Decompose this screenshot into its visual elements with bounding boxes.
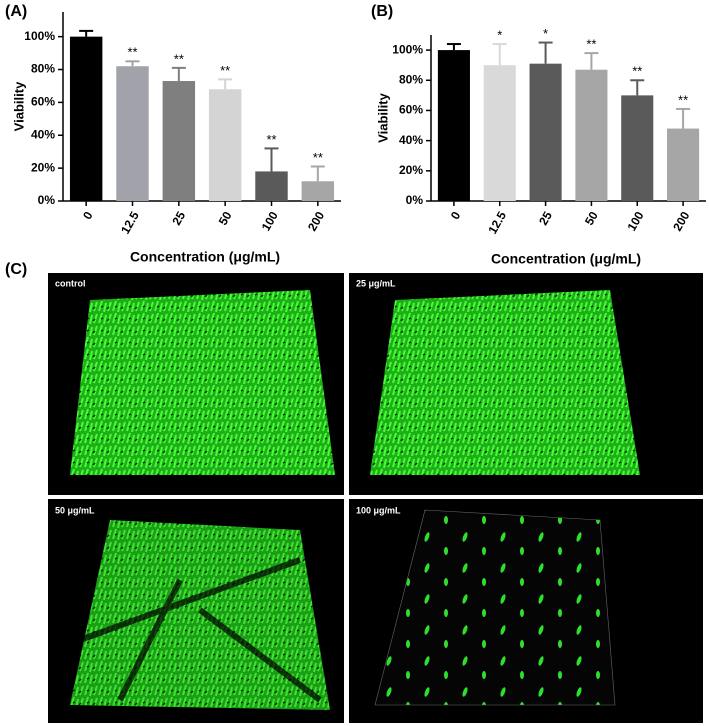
y-tick-label: 60% — [399, 103, 423, 117]
significance: ** — [632, 64, 642, 79]
significance: ** — [678, 92, 688, 107]
panel-label: (A) — [5, 3, 27, 20]
x-tick-label: 100 — [259, 209, 281, 234]
panel-label: (B) — [371, 3, 393, 20]
bar — [483, 65, 516, 201]
significance: * — [497, 27, 502, 42]
y-tick-label: 40% — [31, 127, 55, 141]
biofilm — [370, 290, 640, 475]
y-axis-label: Viability — [11, 81, 26, 131]
panel-c — [48, 273, 703, 723]
bar — [116, 66, 149, 202]
x-tick-label: 12.5 — [118, 209, 142, 237]
x-tick-label: 50 — [216, 209, 235, 228]
bar — [301, 181, 335, 201]
bar — [575, 69, 608, 201]
x-tick-label: 50 — [582, 209, 601, 228]
image-label: 50 μg/mL — [55, 505, 95, 515]
image-label: 100 μg/mL — [356, 505, 401, 515]
bar — [162, 81, 196, 201]
y-tick-label: 40% — [399, 133, 423, 147]
y-tick-label: 20% — [31, 160, 55, 174]
y-tick-label: 80% — [399, 72, 423, 86]
x-tick-label: 0 — [80, 209, 96, 222]
x-axis-label: Concentration (μg/mL) — [130, 249, 280, 265]
y-tick-label: 80% — [31, 62, 55, 76]
significance: ** — [174, 51, 184, 66]
image-label: 25 μg/mL — [356, 278, 396, 288]
x-tick-label: 0 — [448, 209, 464, 222]
x-tick-label: 100 — [624, 209, 646, 234]
significance: * — [543, 26, 548, 41]
biofilm — [374, 509, 616, 706]
bar — [667, 128, 700, 201]
significance: ** — [586, 37, 596, 52]
y-tick-label: 60% — [31, 95, 55, 109]
bar — [255, 171, 288, 201]
bar — [621, 95, 654, 201]
significance: ** — [220, 63, 230, 78]
y-tick-label: 0% — [406, 193, 424, 207]
x-tick-label: 200 — [305, 209, 327, 234]
y-axis-label: Viability — [375, 92, 390, 142]
bar — [69, 36, 103, 201]
biofilm — [70, 290, 335, 475]
x-tick-label: 25 — [169, 209, 188, 228]
x-tick-label: 25 — [536, 209, 555, 228]
x-tick-label: 12.5 — [485, 209, 509, 237]
significance: ** — [313, 150, 323, 165]
bar — [529, 63, 562, 201]
bar — [437, 50, 470, 201]
y-tick-label: 100% — [24, 29, 55, 43]
panel-label: (C) — [5, 261, 27, 278]
y-tick-label: 0% — [38, 193, 56, 207]
y-tick-label: 100% — [392, 42, 423, 56]
x-axis-label: Concentration (μg/mL) — [491, 251, 641, 267]
bar — [208, 89, 242, 201]
image-label: control — [55, 278, 86, 288]
significance: ** — [127, 45, 137, 60]
significance: ** — [266, 132, 276, 147]
x-tick-label: 200 — [670, 209, 692, 234]
y-tick-label: 20% — [399, 163, 423, 177]
